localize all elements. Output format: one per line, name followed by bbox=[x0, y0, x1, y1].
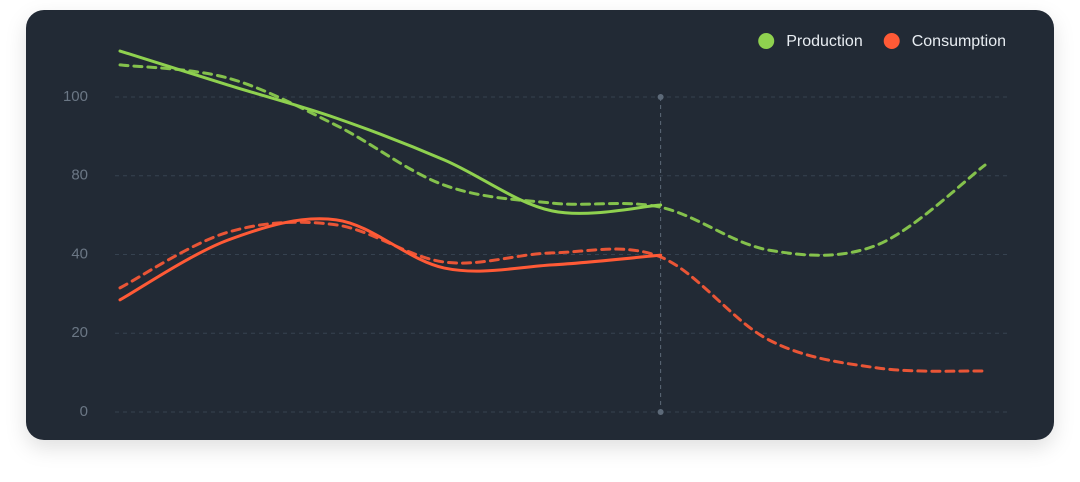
y-tick-label: 80 bbox=[71, 167, 88, 184]
y-tick-label: 20 bbox=[71, 324, 88, 341]
card bbox=[26, 10, 1054, 440]
line bbox=[118, 49, 663, 215]
legend-label: Production bbox=[786, 33, 863, 50]
legend-label: Consumption bbox=[912, 33, 1006, 50]
y-tick-label: 40 bbox=[71, 245, 88, 262]
hover-dot bbox=[657, 409, 664, 415]
legend-swatch bbox=[883, 33, 900, 49]
y-tick-label: 0 bbox=[80, 403, 88, 420]
forecast-line bbox=[118, 220, 987, 373]
y-tick-label: 100 bbox=[63, 88, 88, 105]
forecast-line bbox=[118, 63, 987, 257]
legend-swatch bbox=[758, 33, 775, 49]
line bbox=[118, 217, 663, 302]
hover-dot bbox=[657, 94, 664, 100]
